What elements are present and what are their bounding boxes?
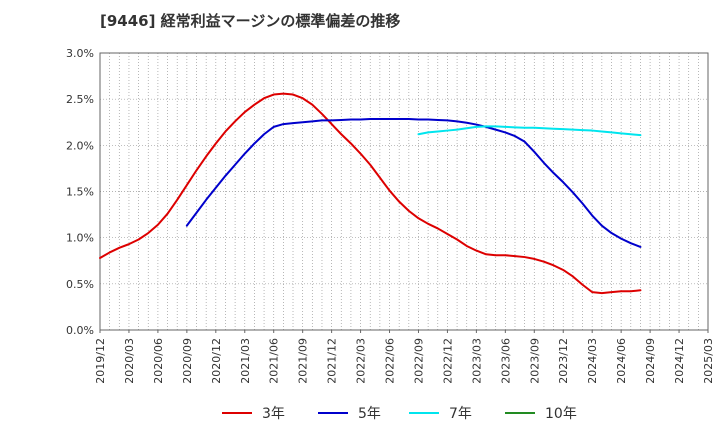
- legend-label-1: 5年: [358, 406, 381, 422]
- series-line-2: [417, 125, 642, 137]
- x-tick-label: 2020/12: [210, 338, 223, 384]
- x-tick-label: 2021/09: [297, 338, 310, 384]
- x-tick-label: 2023/12: [557, 338, 570, 384]
- x-tick-label: 2020/09: [181, 338, 194, 384]
- x-tick-label: 2024/09: [644, 338, 657, 384]
- x-tick-label: 2022/06: [384, 338, 397, 384]
- x-tick-label: 2024/06: [615, 338, 628, 384]
- series-layer: [99, 92, 642, 295]
- x-tick-label: 2022/12: [441, 338, 454, 384]
- series-line-0: [99, 92, 642, 295]
- y-tick-label: 0.0%: [66, 324, 94, 337]
- x-tick-label: 2023/09: [528, 338, 541, 384]
- x-tick-label: 2020/03: [123, 338, 136, 384]
- legend-label-0: 3年: [262, 406, 285, 422]
- legend-label-3: 10年: [545, 406, 577, 422]
- x-tick-label: 2021/03: [239, 338, 252, 384]
- plot-border: [99, 52, 709, 331]
- series-line-1: [185, 118, 642, 248]
- chart-title: [9446] 経常利益マージンの標準偏差の推移: [100, 12, 401, 30]
- x-tick-label: 2024/12: [673, 338, 686, 384]
- x-tick-label: 2022/03: [355, 338, 368, 384]
- y-tick-label: 1.0%: [66, 232, 94, 245]
- axis-layer: 0.0% 0.5% 1.0% 1.5% 2.0% 2.5% 3.0% 2019/12 2020/…: [66, 47, 715, 384]
- x-tick-label: 2025/03: [702, 338, 715, 384]
- x-tick-label: 2020/06: [152, 338, 165, 384]
- legend: 3年 5年 7年 10年: [222, 406, 577, 422]
- y-tick-label: 2.5%: [66, 93, 94, 106]
- x-tick-label: 2019/12: [94, 338, 107, 384]
- legend-label-2: 7年: [449, 406, 472, 422]
- x-tick-label: 2021/06: [268, 338, 281, 384]
- x-tick-label: 2021/12: [326, 338, 339, 384]
- y-tick-label: 3.0%: [66, 47, 94, 60]
- x-tick-label: 2023/03: [470, 338, 483, 384]
- y-tick-label: 0.5%: [66, 278, 94, 291]
- x-tick-label: 2024/03: [586, 338, 599, 384]
- x-tick-label: 2023/06: [499, 338, 512, 384]
- y-tick-label: 1.5%: [66, 186, 94, 199]
- x-tick-label: 2022/09: [412, 338, 425, 384]
- y-tick-label: 2.0%: [66, 139, 94, 152]
